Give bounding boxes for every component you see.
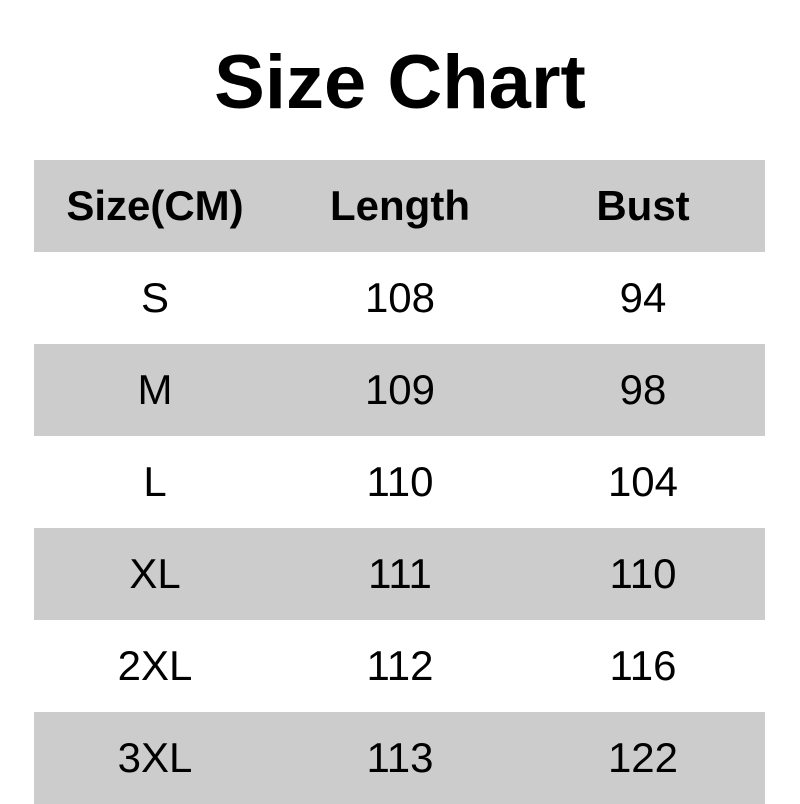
table-row: 2XL 112 116 [34, 620, 765, 712]
table-row: 3XL 113 122 [34, 712, 765, 804]
cell-size: M [137, 366, 173, 413]
header-size: Size(CM) [66, 182, 244, 229]
cell-length: 112 [366, 642, 434, 689]
cell-size: 2XL [117, 642, 193, 689]
cell-size: XL [129, 550, 181, 597]
header-bust: Bust [596, 182, 690, 229]
size-table: Size(CM) Length Bust S 108 94 M 109 98 L… [34, 160, 765, 804]
cell-size: 3XL [117, 734, 193, 781]
table-row: S 108 94 [34, 252, 765, 344]
cell-size: S [140, 274, 169, 321]
table-header-row: Size(CM) Length Bust [34, 160, 765, 252]
cell-length: 110 [366, 458, 434, 505]
cell-bust: 104 [607, 458, 679, 505]
table-row: M 109 98 [34, 344, 765, 436]
table-row: XL 111 110 [34, 528, 765, 620]
cell-bust: 110 [609, 550, 677, 597]
cell-length: 108 [364, 274, 436, 321]
cell-bust: 98 [619, 366, 667, 413]
cell-bust: 116 [609, 642, 677, 689]
cell-length: 111 [368, 550, 432, 597]
cell-length: 113 [366, 734, 434, 781]
cell-length: 109 [364, 366, 436, 413]
cell-bust: 94 [619, 274, 667, 321]
table-row: L 110 104 [34, 436, 765, 528]
cell-bust: 122 [607, 734, 679, 781]
header-length: Length [330, 182, 470, 229]
page-title: Size Chart [214, 40, 586, 125]
cell-size: L [143, 458, 167, 505]
